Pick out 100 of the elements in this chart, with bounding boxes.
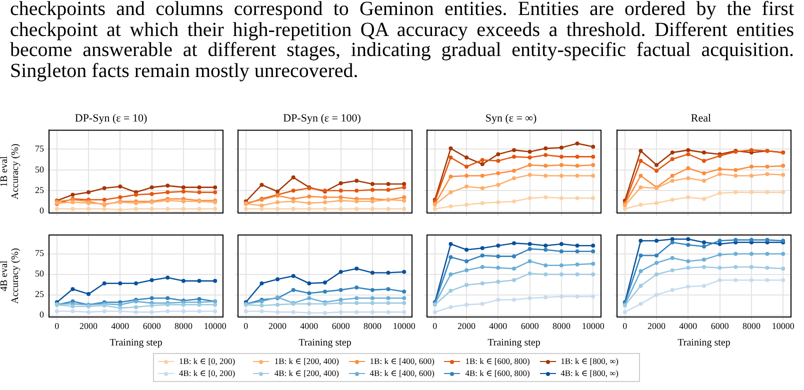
point [702,196,706,201]
point [781,266,786,271]
point [386,182,390,186]
point [448,272,453,276]
point [496,158,500,163]
point [370,188,374,192]
point [464,283,469,288]
point [276,189,280,194]
point [386,287,390,292]
point [591,244,596,248]
point [575,154,580,159]
point [370,288,374,292]
y-tick-label: 25 [35,289,44,300]
point [480,174,484,178]
point [402,270,406,274]
point [480,186,484,190]
point [734,174,738,178]
x-tick-label: 4000 [489,320,508,331]
point [150,296,154,300]
point [559,294,564,298]
point [638,185,643,190]
point [544,146,548,150]
point [496,171,500,176]
point [276,310,280,314]
point [670,288,674,292]
legend-label: 4B: k ∈ [200, 400) [274,368,339,379]
point [575,141,580,146]
point [575,294,580,298]
point [670,198,674,202]
point [734,190,738,194]
point [291,288,296,292]
point [480,302,484,306]
point [464,302,469,307]
point [480,254,484,258]
point [260,309,264,314]
point [781,164,786,168]
point [686,176,690,180]
point [448,255,453,260]
point [686,152,690,156]
legend-label: 1B: k ∈ [800, ∞) [560,356,619,367]
point [544,295,548,300]
point [166,296,170,300]
point [338,206,343,211]
point [276,302,280,307]
point [512,148,516,152]
point [702,244,706,248]
point [638,174,643,178]
point [749,190,754,194]
point [622,206,627,211]
point [323,310,327,315]
x-tick-label: 2000 [268,320,288,331]
point [323,280,327,285]
point [402,296,406,300]
point [512,241,516,246]
point [323,195,327,200]
point [197,302,202,307]
point [544,153,548,158]
point [575,174,580,178]
legend-label: 4B: k ∈ [600, 800) [465,368,530,379]
point [166,309,170,314]
y-tick-label: 0 [40,310,44,320]
point [496,244,500,248]
point [291,175,296,180]
point [448,146,453,150]
legend-label: 4B: k ∈ [0, 200) [179,368,236,379]
legend-label: 1B: k ∈ [200, 400) [274,356,339,367]
x-tick-label: 0 [54,320,60,331]
point [702,150,706,155]
point [432,206,437,211]
point [448,204,453,208]
point [765,238,770,242]
x-axis-title: Training step [488,338,540,349]
point [370,182,374,186]
point [338,270,343,274]
x-tick-label: 4000 [111,320,130,331]
point [544,244,548,248]
point [528,172,532,177]
point [670,240,674,244]
point [402,206,406,211]
point [118,309,122,314]
point [686,237,690,242]
point [134,281,138,286]
point [749,264,754,269]
point [118,195,122,200]
point [765,252,770,256]
point [670,237,674,242]
point [686,148,690,152]
point [544,195,548,200]
point [734,264,738,269]
point [654,254,659,258]
x-axis-title: Training step [678,338,730,349]
point [575,249,580,254]
x-tick-label: 2000 [648,320,666,331]
point [496,280,500,284]
point [781,172,786,177]
point [150,278,154,282]
point [276,277,280,282]
point [765,190,770,194]
point [134,192,138,197]
x-tick-label: 4000 [300,320,319,331]
